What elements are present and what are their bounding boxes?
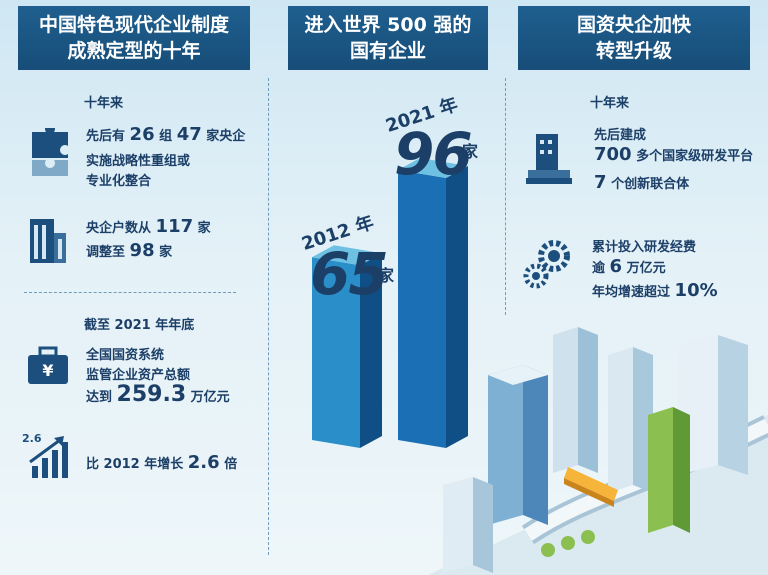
left-item1-line3: 专业化整合 — [86, 174, 152, 189]
factory-icon — [526, 134, 572, 184]
text: 多个国家级研发平台 — [636, 149, 754, 164]
right-section-heading: 十年来 — [590, 96, 630, 111]
left-item3-line3: 达到 259.3 万亿元 — [86, 382, 230, 407]
building-tower-1 — [488, 365, 548, 525]
number: 700 — [594, 144, 632, 165]
bar-label-2021: 2021 年 96 家 — [383, 82, 480, 192]
left-title-line2: 成熟定型的十年 — [67, 40, 201, 62]
bar-unit-2021: 家 — [462, 142, 479, 161]
city-illustration — [428, 327, 768, 575]
bar-value-2021: 96 — [394, 120, 473, 188]
bar-value-2012: 65 — [310, 240, 389, 308]
building-tower-2 — [553, 327, 598, 473]
text: 万亿元 — [626, 261, 666, 276]
text: 先后有 — [86, 129, 126, 144]
bar-side-1 — [446, 166, 468, 448]
svg-text:¥: ¥ — [42, 361, 53, 380]
bar-front-1 — [398, 170, 446, 448]
bar-top-1 — [398, 158, 468, 178]
left-panel-header: 中国特色现代企业制度 成熟定型的十年 — [18, 6, 250, 70]
left-item1-line2: 实施战略性重组或 — [86, 154, 191, 169]
bars-group — [312, 158, 468, 448]
middle-title-line2: 国有企业 — [349, 40, 426, 62]
bar-front-0 — [312, 257, 360, 448]
right-panel-header: 国资央企加快 转型升级 — [518, 6, 750, 70]
left-title-line1: 中国特色现代企业制度 — [38, 14, 229, 36]
right-item1-line3: 7 个创新联合体 — [594, 172, 689, 193]
bar-side-0 — [360, 253, 382, 448]
briefcase-yen-icon: ¥ — [28, 346, 68, 384]
building-tower-6 — [648, 407, 690, 533]
building-tower-5 — [443, 477, 493, 573]
left-section2-heading: 截至 2021 年年底 — [84, 318, 195, 333]
tree — [541, 543, 555, 557]
bar-unit-2012: 家 — [378, 266, 395, 285]
left-item4-line: 比 2012 年增长 2.6 倍 — [86, 452, 237, 473]
icon-value: 2.6 — [22, 432, 42, 445]
text: 年均增速超过 — [592, 285, 671, 300]
right-item1-line1: 先后建成 — [594, 128, 647, 143]
train — [564, 467, 618, 507]
text: 比 2012 年增长 — [86, 457, 184, 472]
number: 26 — [129, 124, 155, 145]
growth-chart-icon: 2.6 — [22, 432, 68, 478]
text: 万亿元 — [190, 390, 230, 405]
tree — [561, 536, 575, 550]
text: 达到 — [86, 390, 113, 405]
number: 117 — [155, 216, 194, 237]
left-item1-line1: 先后有 26 组 47 家央企 — [86, 124, 245, 145]
left-item3-line1: 全国国资系统 — [86, 348, 165, 363]
number: 47 — [176, 124, 202, 145]
text: 倍 — [224, 457, 238, 472]
left-section1-heading: 十年来 — [84, 96, 124, 111]
divider-right — [505, 78, 506, 315]
bar-top-0 — [312, 245, 382, 266]
text: 家央企 — [206, 129, 246, 144]
number: 259.3 — [116, 382, 187, 407]
right-item2-line2: 逾 6 万亿元 — [592, 256, 666, 277]
left-item2-line1: 央企户数从 117 家 — [86, 216, 211, 237]
building-icon — [30, 219, 66, 263]
divider-horizontal — [24, 292, 236, 293]
number: 7 — [594, 172, 607, 193]
text: 逾 — [592, 261, 606, 276]
number: 6 — [609, 256, 623, 277]
gears-icon — [523, 240, 570, 289]
text: 组 — [159, 129, 173, 144]
right-item2-line1: 累计投入研发经费 — [592, 240, 697, 255]
right-title-line2: 转型升级 — [595, 40, 672, 62]
divider-left — [268, 78, 269, 555]
left-item2-line2: 调整至 98 家 — [86, 240, 172, 261]
icon-value-text: 2.6 — [22, 432, 42, 445]
right-item1-line2: 700 多个国家级研发平台 — [594, 144, 753, 165]
tree — [581, 530, 595, 544]
right-item2-line3: 年均增速超过 10% — [592, 280, 718, 301]
bar-chart — [312, 158, 468, 448]
left-item3-line2: 监管企业资产总额 — [86, 368, 191, 383]
text: 个创新联合体 — [611, 177, 690, 192]
text: 央企户数从 — [86, 221, 152, 236]
bar-label-2012: 2012 年 65 家 — [299, 200, 396, 310]
puzzle-icon — [32, 128, 68, 176]
number: 2.6 — [187, 452, 220, 473]
text: 家 — [197, 221, 211, 236]
number: 98 — [129, 240, 155, 261]
middle-panel-header: 进入世界 500 强的 国有企业 — [288, 6, 488, 70]
text: 家 — [159, 245, 173, 260]
right-title-line1: 国资央企加快 — [576, 14, 691, 36]
middle-title-line1: 进入世界 500 强的 — [304, 14, 472, 36]
text: 调整至 — [86, 245, 126, 260]
building-tower-3 — [608, 347, 653, 493]
number: 10% — [674, 280, 718, 301]
